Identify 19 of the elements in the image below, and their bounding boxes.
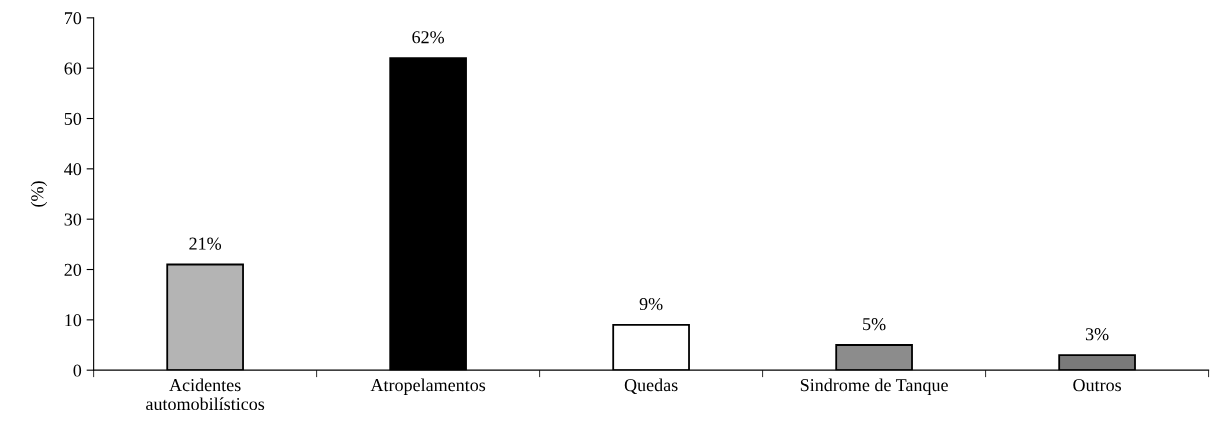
x-tick-label: Quedas xyxy=(624,378,678,394)
y-tick-label: 0 xyxy=(73,364,82,377)
y-tick-label: 60 xyxy=(64,62,82,75)
y-axis-title: (%) xyxy=(30,181,48,207)
data-label: 62% xyxy=(412,31,445,44)
x-tick-label: Acidentes automobilísticos xyxy=(146,378,265,411)
y-tick-label: 70 xyxy=(64,12,82,25)
data-label: 9% xyxy=(639,297,663,311)
y-tick-label: 50 xyxy=(64,112,82,125)
x-tick-label: Atropelamentos xyxy=(370,378,486,395)
data-label: 3% xyxy=(1085,328,1109,341)
data-label: 5% xyxy=(863,318,886,331)
y-tick-label: 20 xyxy=(64,263,82,276)
y-tick-label: 10 xyxy=(65,314,82,327)
x-tick-label: Sindrome de Tanque xyxy=(800,378,948,395)
data-label: 21% xyxy=(189,237,222,250)
x-tick-label: Outros xyxy=(1073,379,1122,392)
y-tick-label: 40 xyxy=(64,163,82,176)
y-tick-label: 30 xyxy=(64,213,82,226)
